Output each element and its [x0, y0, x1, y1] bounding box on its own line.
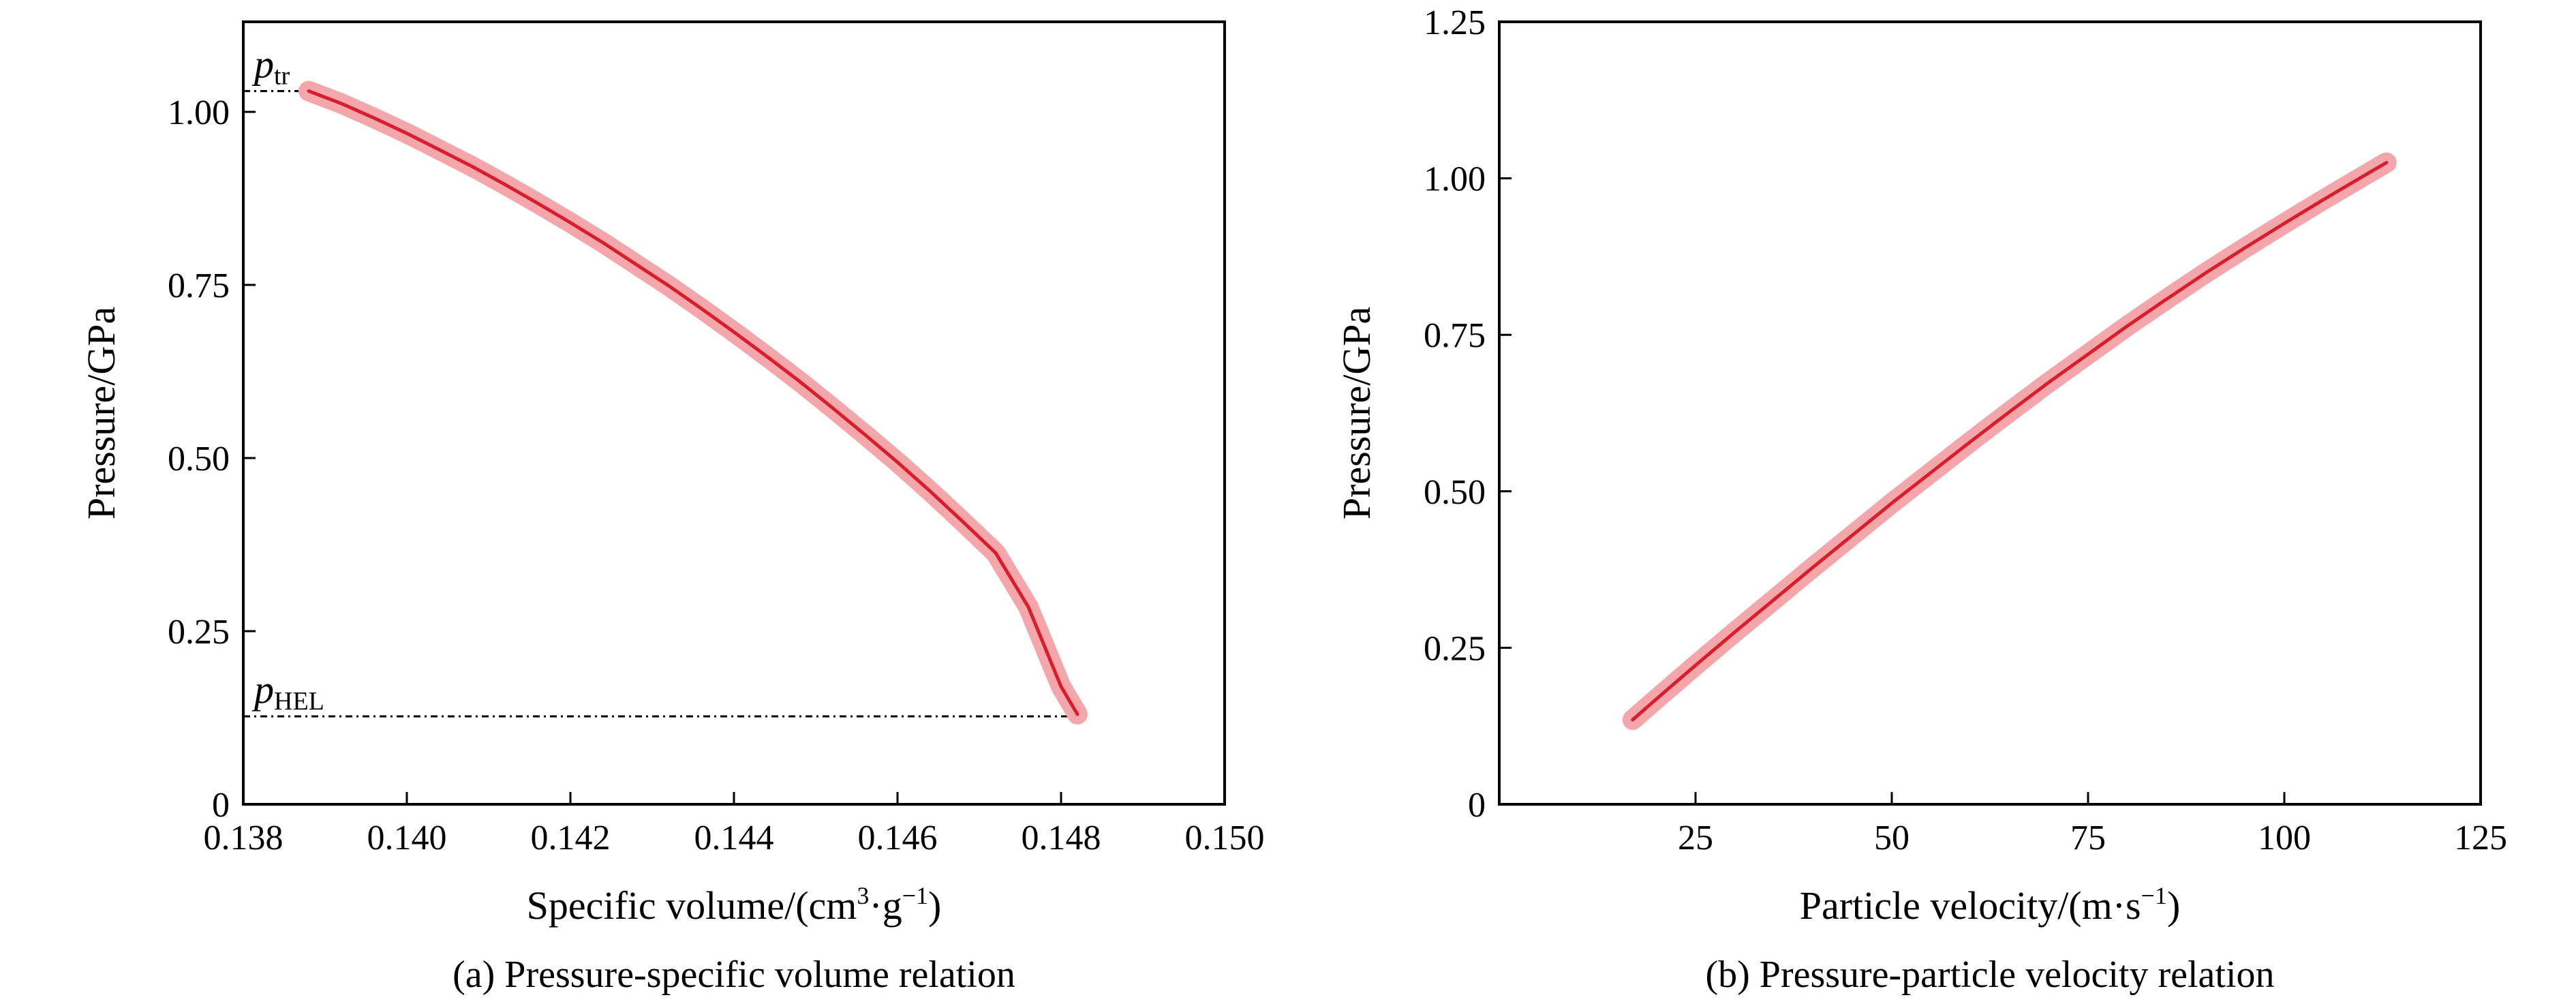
x-tick-label-a: 0.144 — [694, 819, 774, 857]
y-tick-label-b: 1.25 — [1424, 3, 1486, 42]
y-tick-label-b: 0.50 — [1424, 473, 1486, 512]
curve-a — [298, 80, 1088, 725]
x-ticks-a: 0.138 0.140 0.142 0.144 0.146 0.148 0.150 — [204, 792, 1265, 857]
y-tick-label-b: 0 — [1468, 786, 1486, 825]
y-tick-label-b: 1.00 — [1424, 160, 1486, 199]
y-tick-label-a: 0.50 — [168, 440, 230, 478]
curve-band-b — [1622, 152, 2397, 730]
y-tick-label-b: 0.25 — [1424, 629, 1486, 668]
y-tick-label-a: 1.00 — [168, 93, 230, 132]
y-tick-label-b: 0.75 — [1424, 316, 1486, 355]
panel-a: 0.138 0.140 0.142 0.144 0.146 0.148 0.150 0 0.2… — [79, 20, 1265, 996]
x-ticks-b: 25 50 75 100 125 — [1678, 792, 2507, 857]
curve-band-a — [298, 80, 1088, 725]
x-tick-label-b: 25 — [1678, 819, 1713, 857]
reference-lines-a: ptr pHEL — [243, 42, 1077, 718]
plot-frame-b — [1498, 20, 2482, 806]
x-tick-label-b: 75 — [2070, 819, 2106, 857]
curve-line-b — [1631, 161, 2389, 722]
caption-b: (b) Pressure-particle velocity relation — [1706, 954, 2275, 996]
y-tick-label-a: 0.25 — [168, 613, 230, 652]
y-axis-title-b: Pressure/GPa — [1334, 307, 1379, 520]
y-tick-label-a: 0 — [212, 786, 230, 825]
x-tick-label-a: 0.146 — [858, 819, 938, 857]
reference-label-tr: ptr — [251, 42, 290, 91]
x-tick-label-a: 0.148 — [1022, 819, 1101, 857]
x-tick-label-b: 125 — [2454, 819, 2507, 857]
caption-a: (a) Pressure-specific volume relation — [453, 954, 1015, 996]
reference-label-hel: pHEL — [251, 667, 324, 716]
y-axis-title-a: Pressure/GPa — [79, 307, 123, 520]
x-axis-title-b: Particle velocity/(m·s−1) — [1800, 882, 2181, 928]
x-tick-label-b: 100 — [2258, 819, 2311, 857]
y-ticks-b: 0 0.25 0.50 0.75 1.00 1.25 — [1424, 3, 1512, 825]
x-tick-label-a: 0.138 — [204, 819, 283, 857]
x-tick-label-a: 0.140 — [367, 819, 447, 857]
y-tick-label-a: 0.75 — [168, 267, 230, 305]
panel-b: 25 50 75 100 125 0 0.25 0.50 0.75 1.00 1.25 Press… — [1334, 3, 2507, 996]
curve-line-a — [307, 89, 1079, 716]
plot-frame-a — [242, 20, 1226, 806]
x-tick-label-b: 50 — [1874, 819, 1910, 857]
x-tick-label-a: 0.142 — [531, 819, 611, 857]
x-tick-label-a: 0.150 — [1185, 819, 1265, 857]
curve-b — [1622, 152, 2397, 730]
x-axis-title-a: Specific volume/(cm3·g−1) — [527, 882, 942, 928]
y-ticks-a: 0 0.25 0.50 0.75 1.00 — [168, 93, 256, 825]
